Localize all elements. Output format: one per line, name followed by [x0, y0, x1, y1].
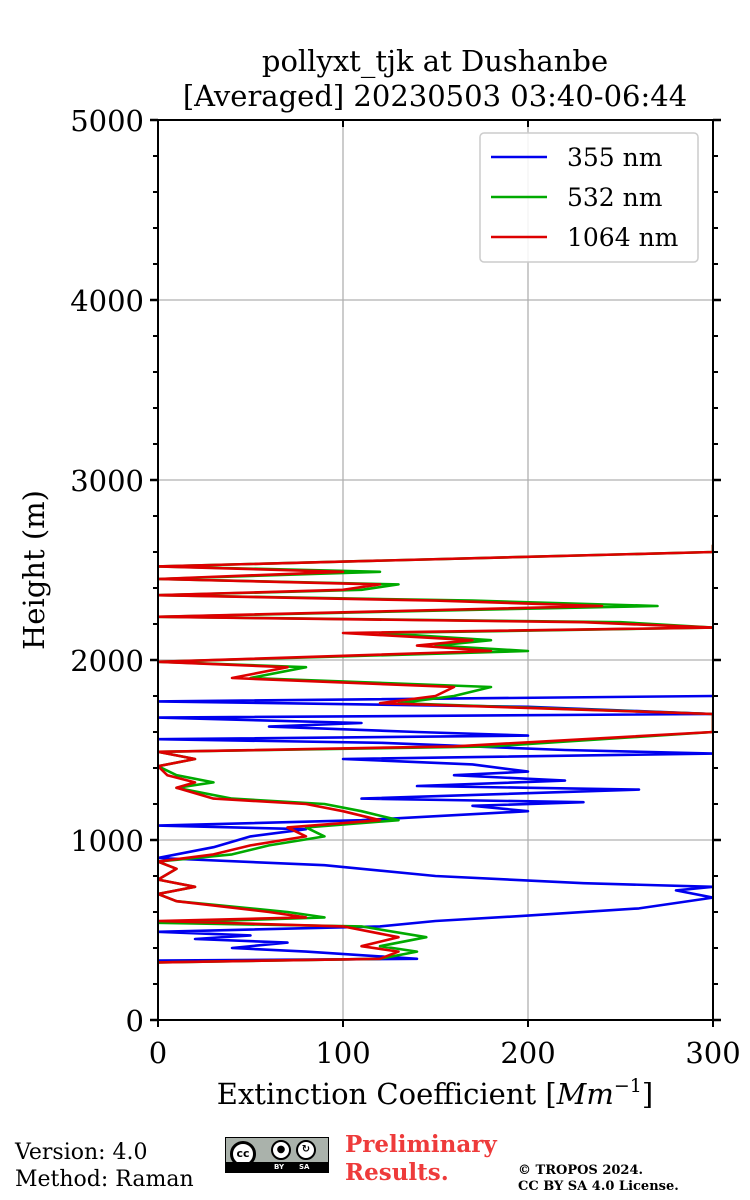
legend-box — [479, 132, 699, 263]
preliminary-line1: Preliminary — [345, 1131, 497, 1158]
y-tick-label-4000: 4000 — [70, 284, 144, 318]
y-axis-label: Height (m) — [17, 490, 51, 650]
x-tick-label-300: 300 — [685, 1036, 740, 1070]
person-icon: ● — [271, 1140, 291, 1160]
y-tick-label-5000: 5000 — [70, 104, 144, 138]
version-text: Version: 4.0 — [15, 1140, 148, 1165]
preliminary-results: Preliminary Results. — [345, 1131, 497, 1187]
series-group — [158, 544, 713, 964]
series-line-1064-nm — [158, 544, 713, 964]
y-tick-label-0: 0 — [126, 1004, 144, 1038]
legend-label-1064-nm: 1064 nm — [567, 223, 679, 252]
plot-frame — [157, 119, 714, 1021]
legend: 355 nm 532 nm 1064 nm — [479, 132, 699, 263]
x-tick-label-100: 100 — [315, 1036, 370, 1070]
copyright-line1: © TROPOS 2024. — [518, 1163, 644, 1178]
legend-label-532-nm: 532 nm — [567, 183, 663, 212]
x-tick-label-0: 0 — [149, 1036, 167, 1070]
cc-license-badge: cc ● ↻ BY SA — [225, 1137, 329, 1173]
legend-label-355-nm: 355 nm — [567, 143, 663, 172]
cc-sa-label: SA — [299, 1163, 310, 1171]
copyright-notice: © TROPOS 2024. CC BY SA 4.0 License. — [518, 1163, 679, 1195]
share-alike-icon: ↻ — [296, 1140, 316, 1160]
preliminary-line2: Results. — [345, 1159, 449, 1186]
x-tick-label-200: 200 — [500, 1036, 555, 1070]
cc-by-label: BY — [274, 1163, 285, 1171]
chart-subtitle: [Averaged] 20230503 03:40-06:44 — [183, 79, 687, 113]
y-tick-label-1000: 1000 — [70, 824, 144, 858]
method-text: Method: Raman — [15, 1167, 194, 1192]
x-axis-label: Extinction Coefficient [Mm−1] — [217, 1075, 653, 1111]
y-tick-label-3000: 3000 — [70, 464, 144, 498]
chart-title: pollyxt_tjk at Dushanbe — [262, 44, 608, 79]
copyright-line2: CC BY SA 4.0 License. — [518, 1179, 679, 1194]
y-tick-label-2000: 2000 — [70, 644, 144, 678]
